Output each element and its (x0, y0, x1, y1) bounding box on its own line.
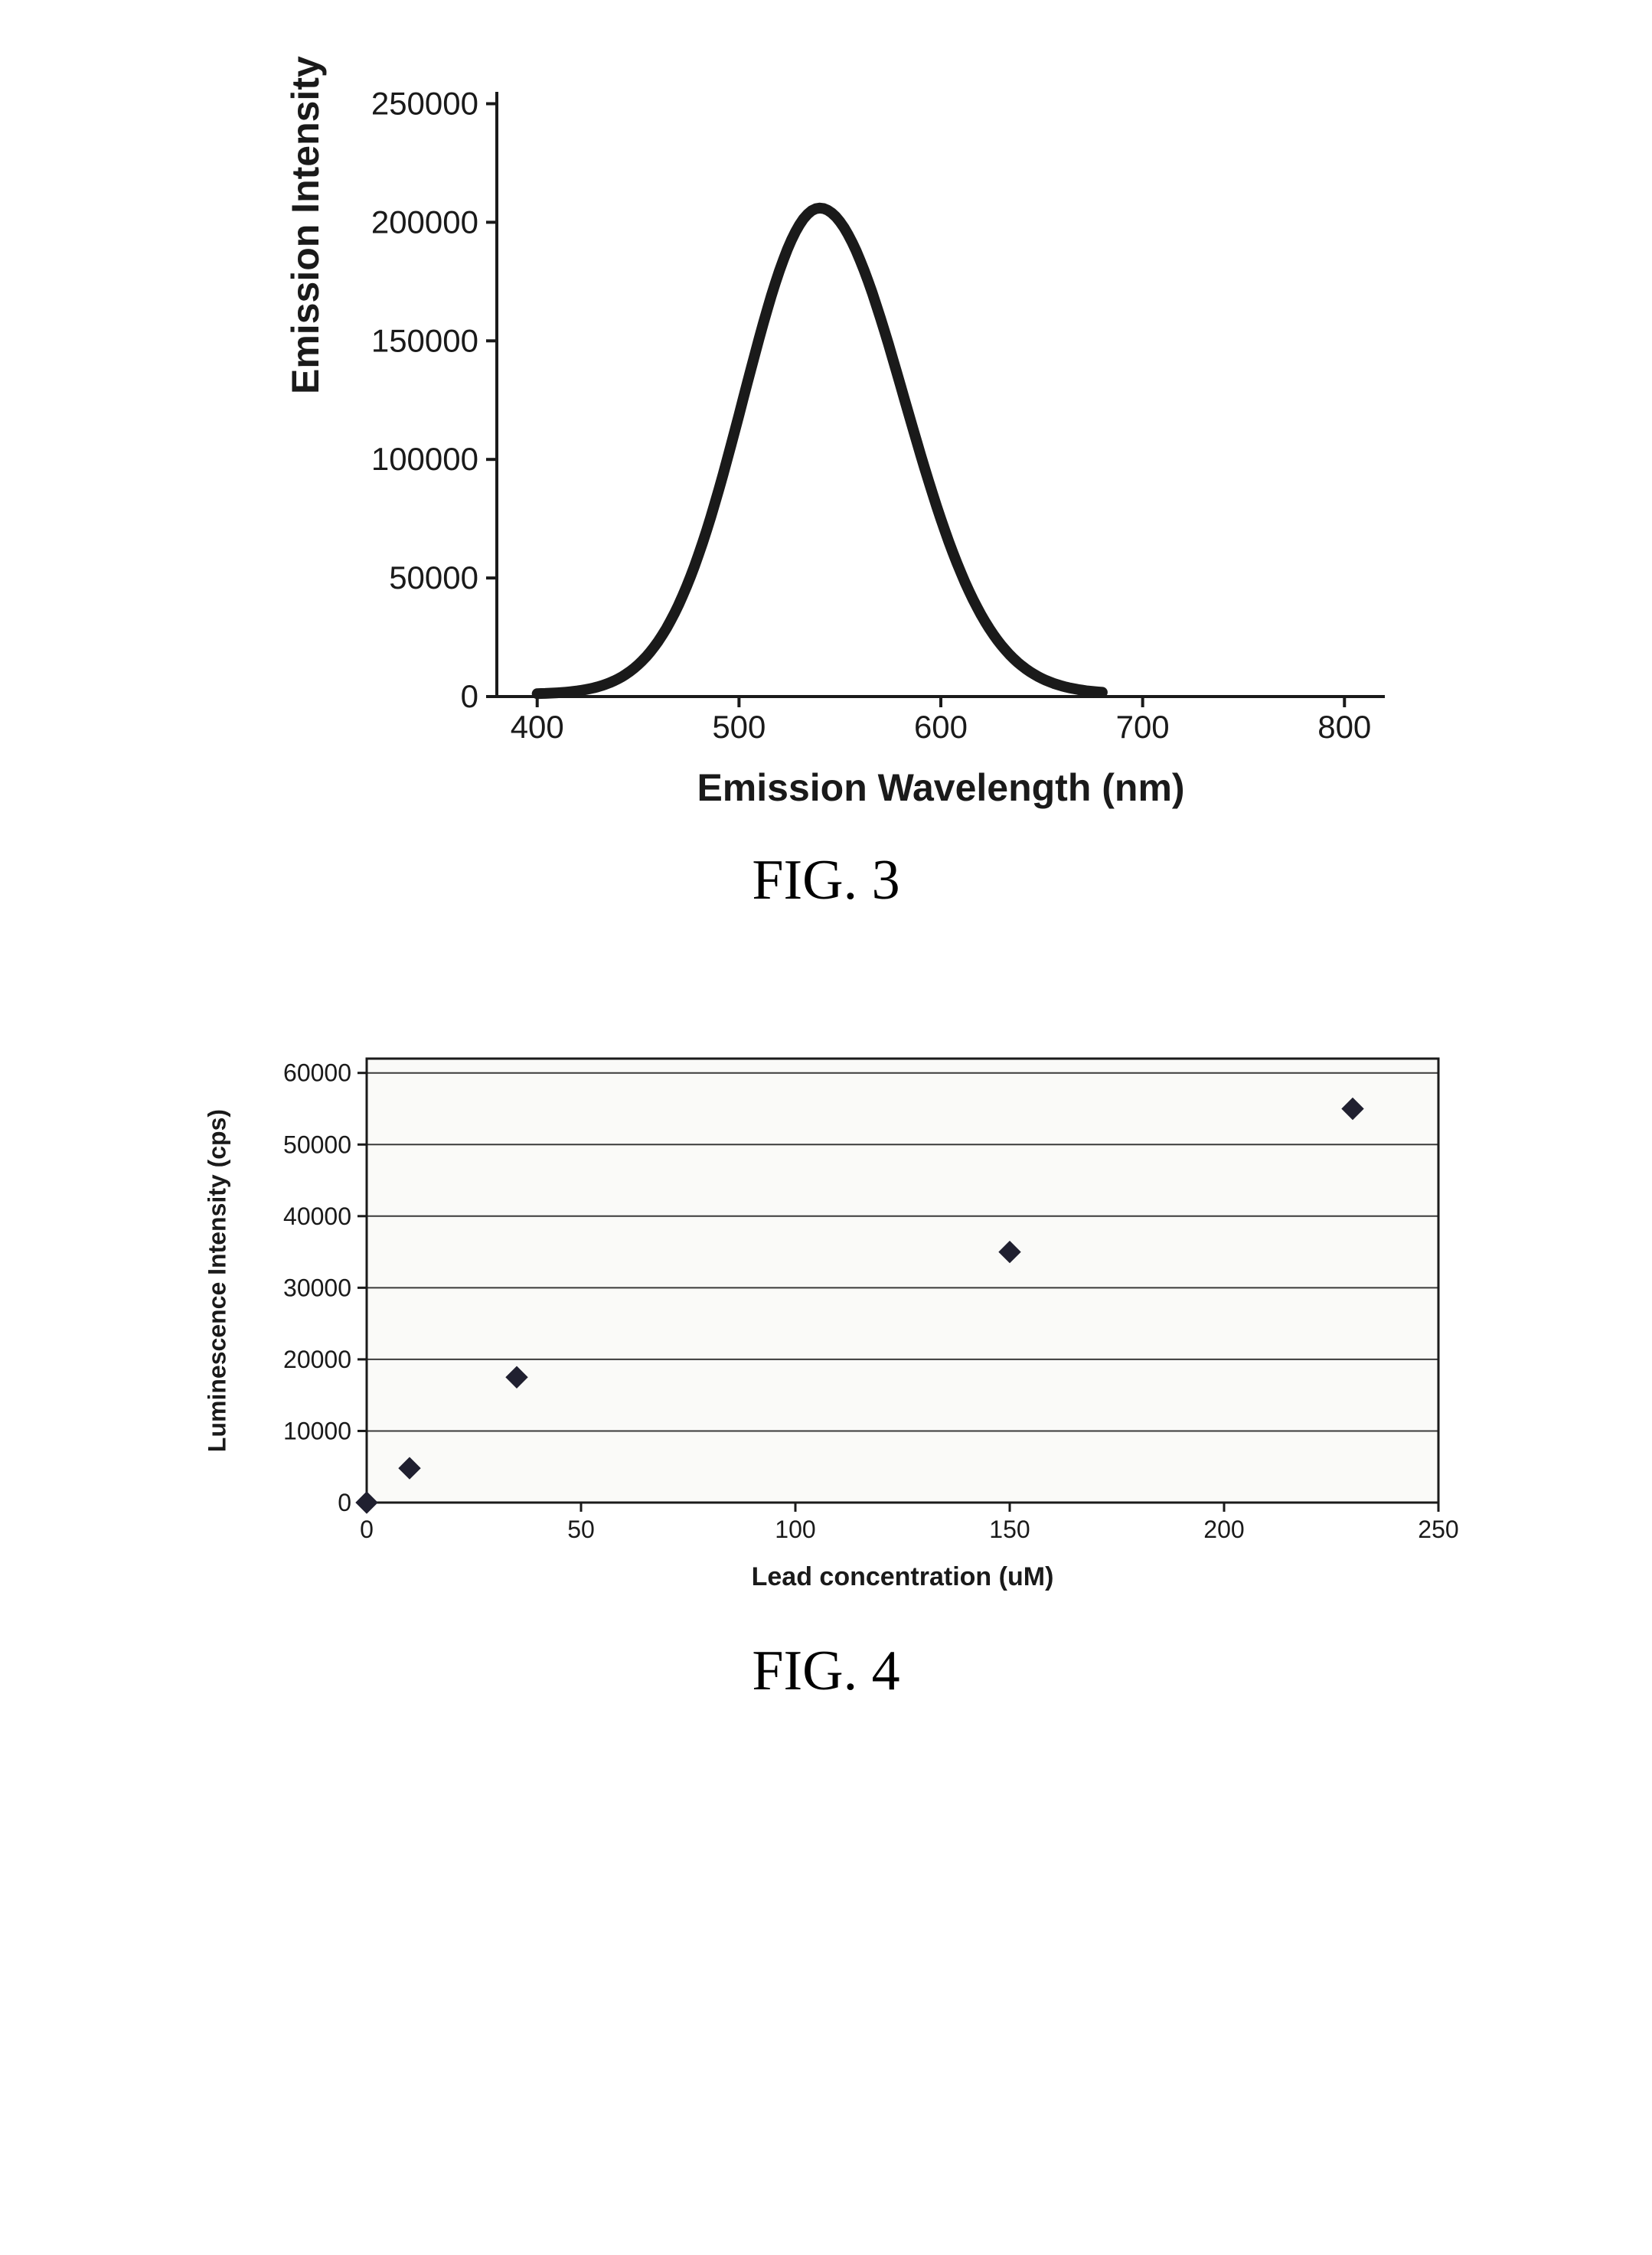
svg-text:10000: 10000 (283, 1417, 351, 1444)
fig3-chart-wrap: 0 50000 100000 150000 200000 250000 400 500 600 7… (237, 61, 1415, 827)
svg-text:50: 50 (567, 1516, 595, 1543)
figure-4: 0 10000 20000 30000 40000 50000 60000 0 50 100 150… (138, 1020, 1514, 1704)
fig3-xlabel: Emission Wavelength (nm) (697, 765, 1184, 810)
svg-text:40000: 40000 (283, 1203, 351, 1230)
svg-text:30000: 30000 (283, 1274, 351, 1301)
fig4-xlabel: Lead concentration (uM) (752, 1562, 1054, 1592)
svg-text:0: 0 (360, 1516, 374, 1543)
svg-text:400: 400 (511, 709, 564, 745)
svg-text:150000: 150000 (371, 322, 478, 358)
svg-text:200000: 200000 (371, 204, 478, 240)
svg-text:600: 600 (914, 709, 968, 745)
svg-text:500: 500 (712, 709, 766, 745)
svg-text:0: 0 (338, 1489, 351, 1516)
svg-text:20000: 20000 (283, 1346, 351, 1373)
svg-text:200: 200 (1203, 1516, 1244, 1543)
svg-text:100000: 100000 (371, 441, 478, 477)
fig4-caption: FIG. 4 (752, 1639, 899, 1704)
svg-text:250000: 250000 (371, 85, 478, 121)
svg-text:0: 0 (461, 678, 478, 714)
svg-text:60000: 60000 (283, 1059, 351, 1087)
fig4-chart-wrap: 0 10000 20000 30000 40000 50000 60000 0 50 100 150… (175, 1020, 1477, 1617)
svg-text:100: 100 (775, 1516, 815, 1543)
svg-text:800: 800 (1317, 709, 1371, 745)
fig3-chart: 0 50000 100000 150000 200000 250000 400 500 600 7… (237, 61, 1415, 827)
svg-text:50000: 50000 (283, 1131, 351, 1158)
svg-text:700: 700 (1116, 709, 1170, 745)
svg-text:50000: 50000 (389, 560, 478, 596)
svg-text:150: 150 (989, 1516, 1030, 1543)
fig4-ylabel: Luminescence Intensity (cps) (204, 1109, 232, 1452)
figure-3: 0 50000 100000 150000 200000 250000 400 500 600 7… (138, 61, 1514, 913)
svg-text:250: 250 (1418, 1516, 1458, 1543)
fig3-caption: FIG. 3 (752, 848, 899, 913)
fig4-chart: 0 10000 20000 30000 40000 50000 60000 0 50 100 150… (175, 1020, 1477, 1617)
